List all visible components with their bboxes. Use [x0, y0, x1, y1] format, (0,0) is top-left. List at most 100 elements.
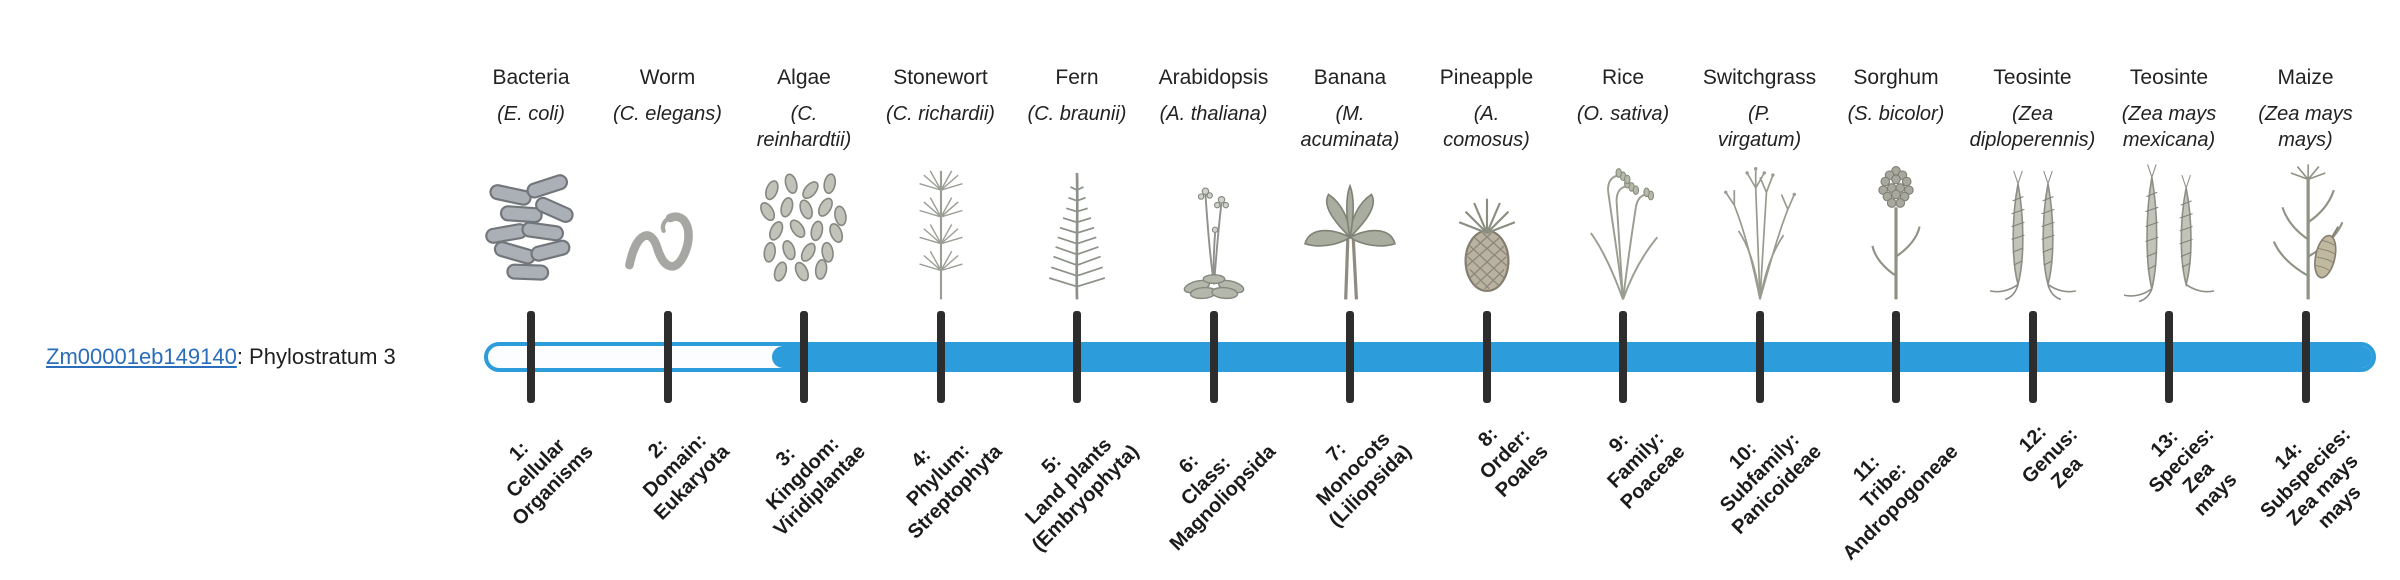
phylostratum-column: Pineapple (A. comosus) 8: Order: Poales	[1402, 0, 1572, 580]
organism-name: Fern	[1055, 66, 1099, 89]
phylostratum-tick	[1346, 311, 1354, 403]
organism-illustration	[446, 152, 616, 308]
phylostratum-label: 1: Cellular Organisms	[501, 434, 598, 531]
gene-label-suffix: : Phylostratum 3	[236, 344, 396, 369]
bacteria-icon	[485, 174, 574, 281]
phylostratum-label: 5: Land plants (Embryophyta)	[1021, 433, 1144, 556]
phylostratum-column: Teosinte (Zea diploperennis) 12: Genus: …	[1948, 0, 2118, 580]
phylostratum-column: Fern (C. braunii) 5: Land plants (Embryo…	[992, 0, 1162, 580]
organism-species: (C. reinhardtii)	[756, 103, 852, 151]
phylostratum-column: Banana (M. acuminata) 7: Monocots (Lilio…	[1265, 0, 1435, 580]
organism-species: (M. acuminata)	[1300, 103, 1400, 151]
organism-illustration	[1402, 152, 1572, 308]
organism-illustration	[992, 152, 1162, 308]
organism-name: Sorghum	[1853, 66, 1939, 89]
organism-species: (P. virgatum)	[1717, 103, 1802, 151]
organism-species: (Zea diploperennis)	[1969, 103, 2096, 151]
teosinte-icon	[1989, 170, 2076, 301]
organism-illustration	[1538, 152, 1708, 308]
phylostratum-column: Bacteria (E. coli) 1: Cellular Organisms	[446, 0, 616, 580]
phylostratum-column: Teosinte (Zea mays mexicana) 13: Species…	[2084, 0, 2254, 580]
phylostratum-label: 11: Tribe: Andropogoneae	[1838, 440, 1963, 565]
algae-icon	[760, 173, 847, 282]
phylostratum-label: 7: Monocots (Liliopsida)	[1312, 428, 1417, 532]
arabidopsis-icon	[1183, 187, 1244, 300]
banana-icon	[1304, 183, 1396, 300]
phylostratum-tick	[1073, 311, 1081, 403]
phylostratum-column: Sorghum (S. bicolor) 11: Tribe: Andropog…	[1811, 0, 1981, 580]
organism-name: Stonewort	[893, 66, 988, 89]
maize-icon	[2272, 164, 2343, 300]
organism-illustration	[1811, 152, 1981, 308]
rice-icon	[1590, 168, 1659, 300]
gene-link[interactable]: Zm00001eb149140	[46, 344, 237, 369]
phylostratum-label: 10: Subfamily: Panicoideae	[1715, 428, 1826, 539]
organism-illustration	[1129, 152, 1299, 308]
phylostratum-tick	[936, 311, 945, 403]
organism-illustration	[856, 152, 1026, 308]
phylostratum-tick	[2028, 311, 2037, 403]
phylostratum-tick	[1892, 311, 1900, 403]
phylostratum-label: 2: Domain: Eukaryota	[638, 429, 734, 525]
phylostratum-column: Algae (C. reinhardtii) 3: Kingdom: Virid…	[719, 0, 889, 580]
organism-species: (C. braunii)	[1027, 103, 1127, 125]
phylostratum-tick	[663, 311, 672, 403]
fern-icon	[1048, 172, 1106, 300]
worm-icon	[624, 212, 693, 271]
organism-illustration	[719, 152, 889, 308]
organism-species: (E. coli)	[497, 103, 565, 125]
organism-name: Switchgrass	[1702, 66, 1817, 89]
phylostratum-tick	[2165, 311, 2173, 403]
organism-name: Worm	[639, 66, 696, 89]
phylostratum-column: Maize (Zea mays mays) 14: Subspecies: Ze…	[2221, 0, 2391, 580]
organism-illustration	[2221, 152, 2391, 308]
organism-illustration	[1265, 152, 1435, 308]
phylostratum-tick	[1482, 311, 1491, 403]
phylostratum-tick	[2301, 311, 2310, 403]
organism-species: (A. comosus)	[1443, 103, 1530, 151]
organism-name: Teosinte	[2129, 66, 2209, 89]
organism-illustration	[1675, 152, 1845, 308]
organism-name: Maize	[2277, 66, 2334, 89]
pineapple-icon	[1458, 198, 1515, 292]
phylostratum-column: Stonewort (C. richardii) 4: Phylum: Stre…	[856, 0, 1026, 580]
organism-species: (Zea mays mays)	[2258, 103, 2353, 151]
timeline-bar	[484, 342, 2376, 372]
phylostratum-label: 4: Phylum: Streptophyta	[902, 439, 1007, 544]
organism-name: Arabidopsis	[1158, 66, 1269, 89]
gene-label: Zm00001eb149140: Phylostratum 3	[46, 341, 396, 373]
teosinte2-icon	[2123, 164, 2215, 303]
phylostratum-tick	[1619, 311, 1627, 403]
organism-species: (Zea mays mexicana)	[2121, 103, 2217, 151]
switchgrass-icon	[1723, 167, 1796, 300]
phylostratum-tick	[1755, 311, 1764, 403]
organism-species: (C. elegans)	[613, 103, 722, 125]
organism-illustration	[1948, 152, 2118, 308]
phylostratum-tick	[1209, 311, 1218, 403]
organism-name: Algae	[777, 66, 831, 89]
organism-name: Bacteria	[492, 66, 570, 89]
timeline-bar-fill	[772, 346, 2372, 368]
organism-illustration	[583, 152, 753, 308]
organism-species: (S. bicolor)	[1847, 103, 1945, 125]
phylostratum-tick	[800, 311, 808, 403]
phylostratum-tick	[527, 311, 535, 403]
organism-name: Teosinte	[1993, 66, 2072, 89]
phylostratum-column: Worm (C. elegans) 2: Domain: Eukaryota	[583, 0, 753, 580]
phylostratum-column: Rice (O. sativa) 9: Family: Poaceae	[1538, 0, 1708, 580]
phylostratum-column: Switchgrass (P. virgatum) 10: Subfamily:…	[1675, 0, 1845, 580]
organism-species: (O. sativa)	[1576, 103, 1670, 125]
organism-name: Rice	[1601, 66, 1644, 89]
organism-species: (C. richardii)	[886, 103, 995, 125]
phylostratum-label: 6: Class: Magnoliopsida	[1165, 440, 1280, 556]
phylostratum-label: 14: Subspecies: Zea mays mays	[2255, 423, 2366, 533]
organism-name: Banana	[1313, 66, 1387, 89]
organism-illustration	[2084, 152, 2254, 308]
organism-species: (A. thaliana)	[1159, 103, 1268, 125]
phylostratum-label: 3: Kingdom: Viridiplantae	[762, 433, 871, 541]
organism-name: Pineapple	[1439, 66, 1534, 89]
stonewort-icon	[918, 170, 963, 300]
phylostratum-column: Arabidopsis (A. thaliana) 6: Class: Magn…	[1129, 0, 1299, 580]
sorghum-icon	[1871, 166, 1921, 300]
